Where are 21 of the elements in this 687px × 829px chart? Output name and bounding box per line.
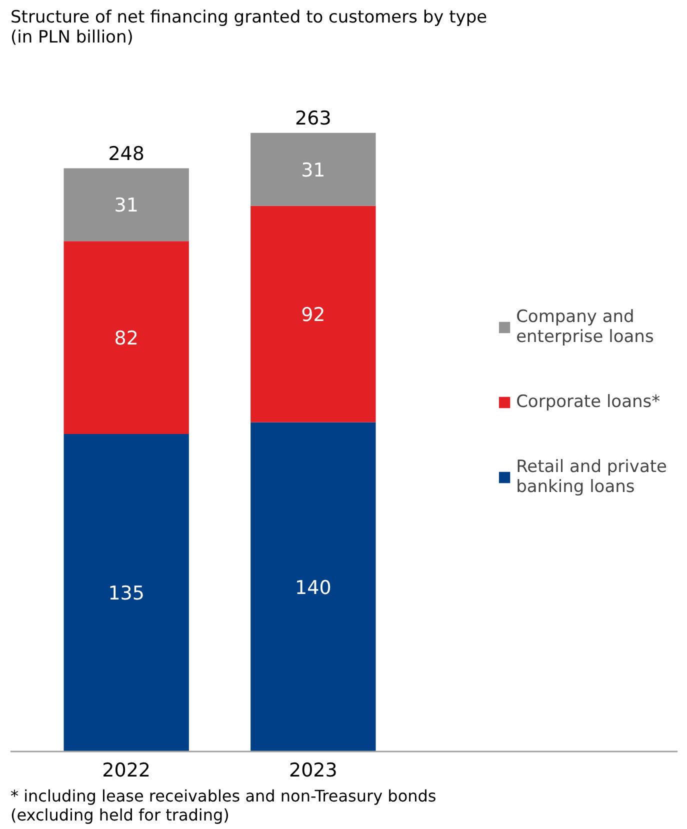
bar: [250, 206, 376, 422]
total-label: 248: [108, 142, 144, 165]
x-tick-label: 2023: [288, 760, 338, 782]
data-label: 140: [295, 576, 332, 599]
bar: [64, 434, 189, 752]
data-label: 135: [108, 582, 144, 605]
data-label: 92: [301, 304, 326, 326]
data-label: 82: [114, 328, 138, 350]
legend-label: Corporate loans*: [516, 392, 660, 412]
total-label: 263: [295, 108, 332, 130]
legend-label: Retail and private banking loans: [516, 456, 667, 496]
bar: [250, 132, 376, 206]
data-label: 31: [114, 194, 138, 217]
bar: [64, 168, 189, 242]
legend-label: Company and enterprise loans: [516, 306, 654, 346]
bar: [250, 422, 376, 752]
bar: [64, 241, 189, 434]
chart-title: Structure of net financing granted to customers by type (in PLN billion): [10, 8, 488, 48]
text: * including lease receivables and non-Treasury bonds (excluding held for trading): [10, 786, 436, 824]
data-label: 31: [301, 159, 326, 182]
x-tick-label: 2022: [102, 760, 151, 782]
